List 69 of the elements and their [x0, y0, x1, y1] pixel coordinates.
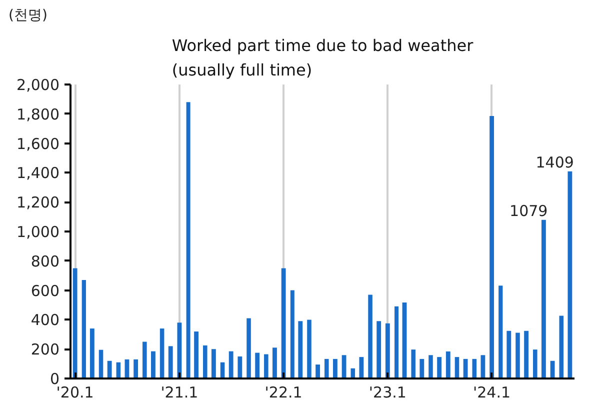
bar — [472, 358, 477, 378]
bar — [350, 368, 356, 378]
bar — [376, 321, 382, 378]
bar — [72, 268, 78, 378]
bar — [255, 352, 260, 378]
bar — [142, 342, 147, 378]
x-tick-label: '21.1 — [160, 384, 198, 402]
bar — [281, 268, 286, 378]
bar — [411, 350, 416, 378]
y-tick-label: 1,000 — [16, 223, 60, 241]
bar — [385, 323, 390, 378]
y-tick-label: 1,800 — [16, 105, 60, 124]
bar — [307, 320, 312, 378]
bar — [186, 102, 190, 378]
bar — [168, 346, 173, 378]
bar — [246, 318, 251, 378]
bar — [498, 286, 503, 378]
y-tick-label: 400 — [30, 311, 60, 330]
bar — [332, 358, 338, 378]
chart-title: Worked part time due to bad weather (usually full time) — [172, 36, 474, 80]
bar — [211, 349, 216, 378]
bar — [290, 290, 294, 378]
bar — [298, 321, 303, 378]
bar — [516, 332, 520, 378]
y-tick-label: 2,000 — [16, 76, 60, 94]
bar — [194, 331, 198, 378]
bar — [359, 357, 364, 378]
y-tick-label: 1,200 — [16, 194, 60, 212]
y-tick-label: 200 — [30, 340, 60, 359]
y-tick-label: 600 — [30, 282, 60, 300]
bar — [420, 358, 424, 378]
y-axis-title: (천명) — [8, 8, 48, 24]
bar — [238, 356, 242, 378]
x-tick-label: '24.1 — [473, 384, 511, 402]
y-tick-label: 1,600 — [16, 134, 60, 153]
bar — [490, 116, 494, 378]
bar — [480, 355, 486, 378]
data-label: 1079 — [510, 202, 548, 220]
bar — [272, 348, 277, 378]
bar — [82, 280, 86, 378]
bar — [568, 171, 572, 378]
bar — [446, 351, 450, 378]
bar — [107, 360, 112, 378]
data-label: 1409 — [536, 153, 574, 172]
bar — [151, 351, 156, 378]
bar — [228, 351, 234, 378]
bar — [202, 345, 208, 378]
bar — [541, 220, 546, 378]
bar — [177, 322, 182, 378]
x-tick-label: '23.1 — [368, 384, 406, 402]
bar — [264, 354, 268, 378]
bar — [394, 306, 399, 378]
bar — [524, 330, 529, 378]
bar — [437, 357, 442, 378]
bar — [463, 358, 468, 378]
bar — [428, 355, 433, 378]
bar — [559, 316, 564, 378]
x-tick-label: '22.1 — [264, 384, 302, 402]
bar — [506, 330, 512, 378]
y-tick-label: 1,400 — [16, 164, 60, 182]
y-tick-label: 800 — [30, 252, 60, 270]
bar — [533, 350, 538, 378]
bar — [324, 358, 329, 378]
bar — [98, 350, 104, 378]
bar — [134, 359, 138, 378]
bar — [316, 364, 320, 378]
bar — [368, 294, 372, 378]
bar — [90, 328, 94, 378]
bar — [160, 328, 164, 378]
